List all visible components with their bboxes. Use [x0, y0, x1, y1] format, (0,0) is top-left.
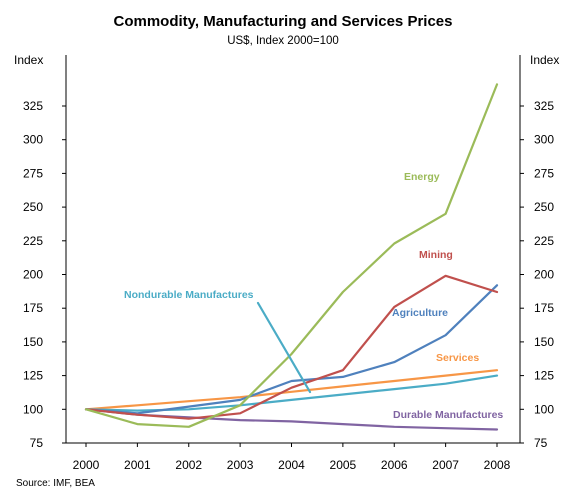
- left-axis-label: Index: [14, 53, 43, 67]
- x-tick-label: 2000: [73, 458, 100, 472]
- series-label-mining: Mining: [419, 249, 453, 261]
- y-tick-label-right: 225: [534, 234, 554, 248]
- y-tick-label-right: 150: [534, 335, 554, 349]
- y-tick-label-left: 175: [23, 301, 43, 315]
- y-ticks: 75 75 100 100 125 125 150 150 175 175 200 200 225 225…: [23, 99, 554, 450]
- y-tick-label-right: 100: [534, 402, 554, 416]
- series-label-durable-manufactures: Durable Manufactures: [393, 409, 503, 421]
- y-tick-label-left: 275: [23, 166, 43, 180]
- y-tick-label-right: 125: [534, 369, 554, 383]
- x-tick-label: 2002: [175, 458, 202, 472]
- y-tick-label-right: 275: [534, 166, 554, 180]
- y-tick-label-right: 200: [534, 268, 554, 282]
- series-line-services: [84, 369, 499, 411]
- series-line-mining: [84, 274, 499, 420]
- y-tick-label-left: 250: [23, 200, 43, 214]
- y-tick-label-left: 100: [23, 402, 43, 416]
- x-tick-label: 2001: [124, 458, 151, 472]
- x-tick-label: 2005: [330, 458, 357, 472]
- axes: [65, 55, 521, 444]
- y-tick-label-right: 325: [534, 99, 554, 113]
- series-labels: Energy Mining Agriculture Services Nondurabl…: [124, 171, 503, 421]
- x-ticks: 2000 2001 2002 2003 2004 2005 2006 2007 2008: [73, 443, 511, 472]
- y-tick-label-right: 300: [534, 133, 554, 147]
- x-tick-label: 2006: [381, 458, 408, 472]
- y-tick-label-left: 325: [23, 99, 43, 113]
- series-callout-nondurable-manufactures: [256, 301, 312, 394]
- y-tick-label-left: 300: [23, 133, 43, 147]
- x-tick-label: 2004: [278, 458, 305, 472]
- x-tick-label: 2007: [432, 458, 459, 472]
- chart-title: Commodity, Manufacturing and Services Pr…: [114, 13, 453, 30]
- y-tick-label-left: 75: [30, 436, 44, 450]
- x-tick-label: 2008: [484, 458, 511, 472]
- y-tick-label-right: 175: [534, 301, 554, 315]
- y-tick-label-right: 75: [534, 436, 548, 450]
- series-label-services: Services: [436, 352, 479, 364]
- y-tick-label-left: 125: [23, 369, 43, 383]
- source-note: Source: IMF, BEA: [16, 478, 95, 489]
- series-label-nondurable-manufactures: Nondurable Manufactures: [124, 289, 254, 301]
- series-line-agriculture: [84, 284, 499, 415]
- series-label-energy: Energy: [404, 171, 440, 183]
- y-tick-label-left: 150: [23, 335, 43, 349]
- x-tick-label: 2003: [227, 458, 254, 472]
- y-tick-label-left: 200: [23, 268, 43, 282]
- y-tick-label-left: 225: [23, 234, 43, 248]
- series-lines: [84, 83, 499, 431]
- right-axis-label: Index: [530, 53, 559, 67]
- series-label-agriculture: Agriculture: [392, 307, 448, 319]
- chart-subtitle: US$, Index 2000=100: [227, 35, 339, 47]
- y-tick-label-right: 250: [534, 200, 554, 214]
- series-line-energy: [84, 83, 499, 428]
